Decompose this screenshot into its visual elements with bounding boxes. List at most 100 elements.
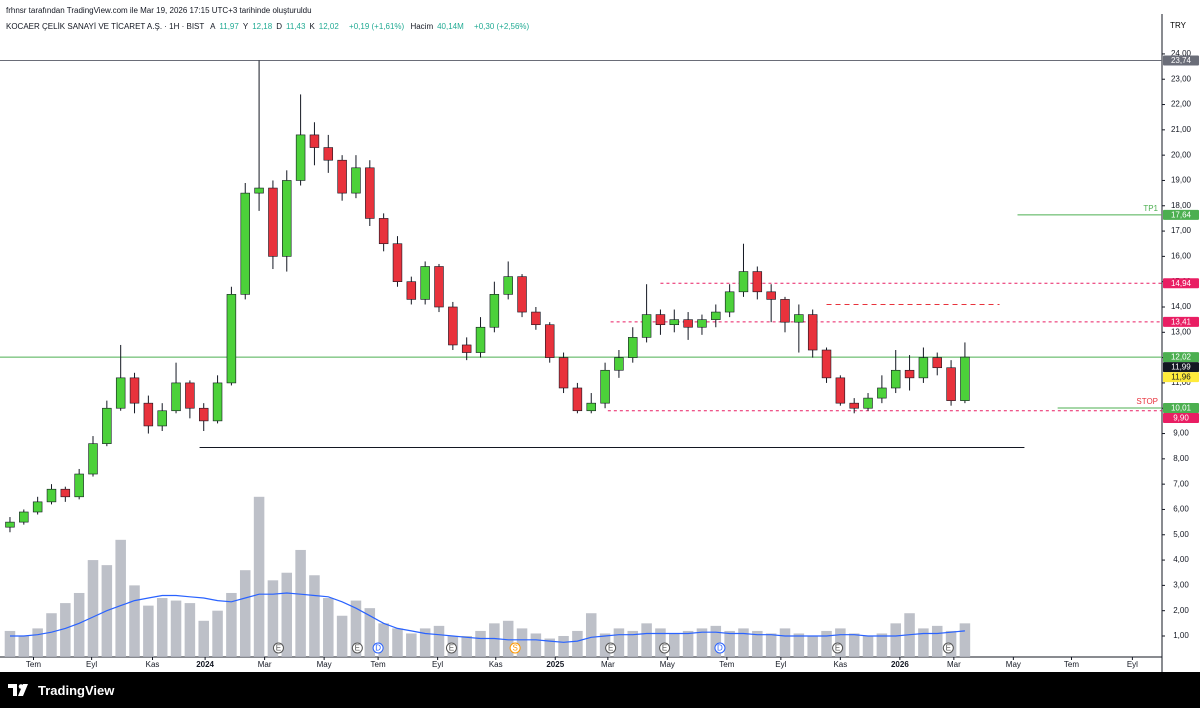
volume-bar	[848, 633, 860, 657]
x-tick-label: 2026	[891, 660, 909, 669]
candle-body	[157, 410, 167, 427]
x-tick-label: Kas	[489, 660, 503, 669]
candle-body	[904, 369, 915, 379]
y-tick-label: 17,00	[1171, 226, 1192, 235]
price-tag-label: 13,41	[1171, 318, 1192, 327]
candle-body	[351, 167, 361, 194]
x-tick-label: Tem	[371, 660, 386, 669]
x-tick-label: Tem	[26, 660, 41, 669]
y-tick-label: 4,00	[1173, 555, 1189, 564]
candle-body	[960, 356, 970, 401]
candle-body	[835, 377, 846, 404]
event-marker	[714, 642, 726, 654]
volume-bar	[876, 633, 888, 657]
ohlc-label: D	[276, 22, 282, 31]
event-label: E	[608, 644, 613, 653]
ohlc-label: Y	[242, 22, 249, 31]
candle-body	[74, 473, 84, 498]
ohlc-value: 12,18	[252, 22, 273, 31]
event-marker	[605, 642, 617, 654]
x-tick-label: Eyl	[432, 660, 443, 669]
candle-body	[198, 407, 209, 422]
price-tag-label: 17,64	[1171, 210, 1192, 219]
candle-body	[46, 488, 57, 503]
candle-body	[641, 314, 652, 338]
header: frhnsr tarafından TradingView.com ile Ma…	[6, 3, 533, 35]
volume-bar	[682, 630, 694, 657]
volume-bar	[143, 605, 154, 657]
symbol: KOCAER ÇELİK SANAYİ VE TİCARET A.Ş. · 1H…	[6, 22, 205, 31]
candle-body	[821, 349, 832, 379]
candle-body	[807, 314, 818, 351]
volume-bar	[489, 623, 500, 657]
y-tick-label: 18,00	[1171, 201, 1192, 210]
volume-bar	[461, 635, 472, 657]
price-tag	[1163, 412, 1199, 423]
volume-bar	[655, 628, 666, 657]
y-tick-label: 1,00	[1173, 631, 1189, 640]
volume-bar	[669, 633, 680, 657]
volume-bar	[309, 575, 320, 657]
event-label: E	[662, 644, 667, 653]
footer: TradingView	[0, 672, 1200, 708]
volume-bar	[87, 560, 99, 657]
event-marker	[372, 642, 384, 654]
event-marker	[942, 642, 954, 654]
ohlc-value: 12,02	[318, 22, 339, 31]
event-label: E	[946, 644, 951, 653]
price-tag-label: 11,96	[1171, 373, 1191, 382]
volume-bar	[752, 630, 763, 657]
candle-body	[378, 218, 389, 245]
event-label: D	[717, 644, 723, 653]
volume-bar	[184, 603, 196, 657]
y-tick-label: 14,00	[1171, 302, 1192, 311]
volume-bar	[558, 635, 569, 657]
candle-body	[849, 402, 859, 409]
candle-body	[669, 319, 680, 326]
candle-body	[143, 402, 154, 427]
candle-body	[586, 402, 596, 412]
x-tick-label: Kas	[833, 660, 847, 669]
volume-bar	[572, 630, 583, 657]
volume-value: 40,14M	[437, 22, 464, 31]
candle-body	[240, 192, 250, 295]
candle-body	[531, 311, 541, 326]
ohlc-value: 11,97	[219, 22, 239, 31]
x-tick-label: May	[1006, 660, 1021, 669]
x-tick-label: Eyl	[86, 660, 97, 669]
candle-body	[794, 314, 804, 323]
ohlc-label: K	[309, 22, 315, 31]
candle-body	[406, 281, 417, 300]
volume-bar	[336, 615, 348, 657]
candle-body	[683, 319, 693, 328]
candle-body	[544, 324, 555, 358]
volume-bar	[406, 633, 417, 657]
x-tick-label: 2025	[546, 660, 564, 669]
price-tag-label: 12,02	[1171, 353, 1192, 362]
volume-bar	[4, 630, 16, 657]
candle-body	[932, 357, 942, 369]
x-tick-label: Mar	[258, 660, 272, 669]
volume-bar	[198, 620, 209, 657]
y-tick-label: 20,00	[1171, 150, 1192, 159]
candle-body	[503, 276, 513, 295]
ohlc-label: A	[210, 22, 216, 31]
price-tag	[1163, 316, 1199, 327]
candle-body	[420, 266, 430, 300]
volume-bar	[627, 630, 639, 657]
candle-body	[697, 319, 707, 328]
event-label: E	[355, 644, 360, 653]
ohlc: A 11,97 Y 12,18 D 11,43 K 12,02	[210, 22, 343, 31]
volume-bar	[641, 623, 652, 657]
price-tag-label: 10,01	[1171, 404, 1192, 413]
y-tick-label: 9,00	[1173, 429, 1189, 438]
volume-layer	[4, 496, 971, 657]
change: +0,19 (+1,61%)	[349, 22, 405, 31]
x-tick-label: Tem	[1064, 660, 1079, 669]
volume-bar	[475, 630, 486, 657]
y-tick-label: 3,00	[1173, 580, 1189, 589]
event-label: E	[835, 644, 840, 653]
event-marker	[659, 642, 671, 654]
candle-body	[946, 367, 956, 401]
y-tick-label: 24,00	[1171, 49, 1192, 58]
